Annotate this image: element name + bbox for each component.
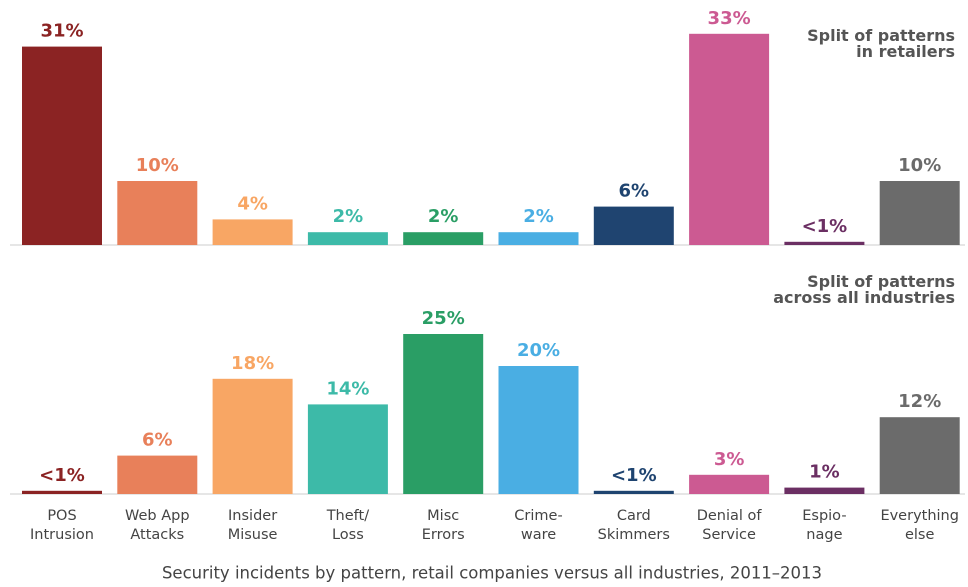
bar [784, 487, 865, 494]
value-label: 20% [517, 340, 560, 361]
value-label: 1% [809, 462, 840, 483]
value-label: 12% [898, 391, 941, 412]
value-label: 33% [708, 8, 751, 29]
bar [22, 46, 102, 245]
value-label: 25% [422, 308, 465, 329]
bar [212, 378, 293, 494]
value-label: 18% [231, 353, 274, 374]
bar [307, 404, 388, 494]
bar [784, 241, 865, 245]
bar [879, 417, 960, 494]
value-label: 31% [40, 21, 83, 42]
x-tick-label: Web App Attacks [125, 508, 190, 543]
value-label: 6% [619, 181, 650, 202]
x-tick-label: Card Skimmers [598, 508, 670, 543]
bar [403, 334, 484, 494]
x-tick-label: Crime-ware [514, 508, 562, 543]
value-label: 3% [714, 449, 745, 470]
bar [498, 232, 579, 245]
value-label: 4% [237, 193, 268, 214]
x-tick-label: Espio-nage [802, 508, 846, 543]
value-label: 10% [136, 155, 179, 176]
bar [307, 232, 388, 245]
value-label: 2% [428, 206, 459, 227]
value-label: <1% [802, 216, 848, 237]
bar [117, 455, 198, 494]
x-tick-label: Insider Misuse [228, 508, 278, 543]
x-tick-label: Theft/Loss [326, 508, 370, 543]
chart-title: Split of patterns across all industries [773, 272, 955, 307]
caption: Security incidents by pattern, retail co… [162, 564, 822, 583]
x-tick-label: Misc Errors [422, 508, 465, 543]
bar [593, 490, 674, 494]
value-label: <1% [611, 465, 657, 486]
value-label: <1% [39, 465, 85, 486]
x-tick-label: POS Intrusion [30, 508, 94, 543]
value-label: 6% [142, 430, 173, 451]
bar [689, 33, 770, 245]
value-label: 14% [326, 378, 369, 399]
x-tick-label: Everything else [880, 508, 959, 543]
bar [22, 490, 102, 494]
x-tick-label: Denial of Service [697, 508, 763, 543]
bar [117, 181, 198, 245]
value-label: 2% [333, 206, 364, 227]
bar [212, 219, 293, 245]
value-label: 10% [898, 155, 941, 176]
bar [689, 474, 770, 494]
chart-title: Split of patterns in retailers [807, 26, 955, 61]
bar [593, 206, 674, 245]
bar [498, 366, 579, 494]
bar [879, 181, 960, 245]
value-label: 2% [523, 206, 554, 227]
bar [403, 232, 484, 245]
